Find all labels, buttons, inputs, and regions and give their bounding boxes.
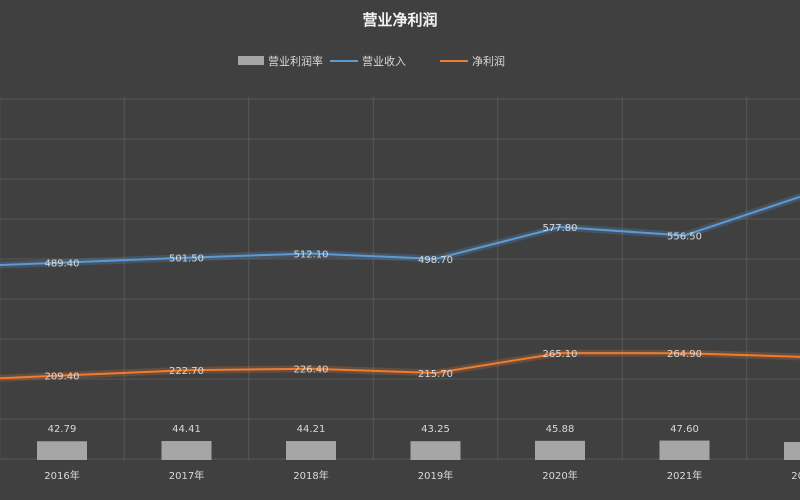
bar-value-label: 44.21 (297, 424, 326, 435)
legend-label: 营业收入 (362, 54, 406, 68)
line-value-label: 265.10 (543, 349, 578, 360)
legend-swatch (238, 56, 264, 65)
bar-2018 (286, 441, 336, 460)
bar-2017 (161, 441, 212, 460)
category-axis: 2016年 2017年 2018年 2019年 2020年 2021年 2022年 (44, 469, 800, 482)
category-label: 2020年 (542, 469, 577, 482)
gridlines (0, 97, 800, 460)
category-label: 2016年 (44, 469, 79, 482)
line-value-label: 556.50 (667, 232, 702, 243)
bar-value-label: 44.41 (172, 424, 201, 435)
line-value-label: 226.40 (294, 365, 329, 376)
bar-value-label: 47.60 (670, 424, 699, 435)
bar-value-label: 42.79 (48, 424, 77, 435)
category-label: 2022年 (791, 469, 800, 482)
line-value-label: 209.40 (45, 372, 80, 383)
line-value-label: 577.80 (543, 223, 578, 234)
line-series (0, 193, 800, 382)
legend-label: 营业利润率 (268, 54, 323, 68)
bar-value-label: 45.88 (546, 424, 575, 435)
bar-2019 (410, 441, 461, 460)
line-value-label: 498.70 (418, 255, 453, 266)
chart-title: 营业净利润 (362, 11, 437, 29)
line-value-label: 501.50 (169, 254, 204, 265)
bar-2016 (37, 441, 87, 460)
line-value-label: 215.70 (418, 369, 453, 380)
bar-2022 (784, 442, 800, 460)
bar-series (37, 440, 800, 460)
legend: 营业利润率 营业收入 净利润 (238, 54, 505, 68)
bar-value-label: 43.25 (421, 424, 450, 435)
legend-label: 净利润 (472, 54, 505, 68)
series-line-2 (0, 352, 800, 380)
category-label: 2017年 (169, 469, 204, 482)
category-label: 2018年 (293, 469, 328, 482)
category-label: 2021年 (667, 469, 702, 482)
line-value-label: 264.90 (667, 349, 702, 360)
line-value-label: 222.70 (169, 366, 204, 377)
category-label: 2019年 (418, 469, 453, 482)
bar-2021 (659, 440, 710, 460)
line-value-label: 512.10 (294, 249, 329, 260)
data-labels: 42.7944.4144.2143.2545.8847.603489.40501… (45, 223, 703, 435)
line-value-label: 489.40 (45, 259, 80, 270)
bar-2020 (535, 440, 585, 460)
series-line-1 (0, 195, 800, 266)
series-glow (0, 193, 800, 269)
